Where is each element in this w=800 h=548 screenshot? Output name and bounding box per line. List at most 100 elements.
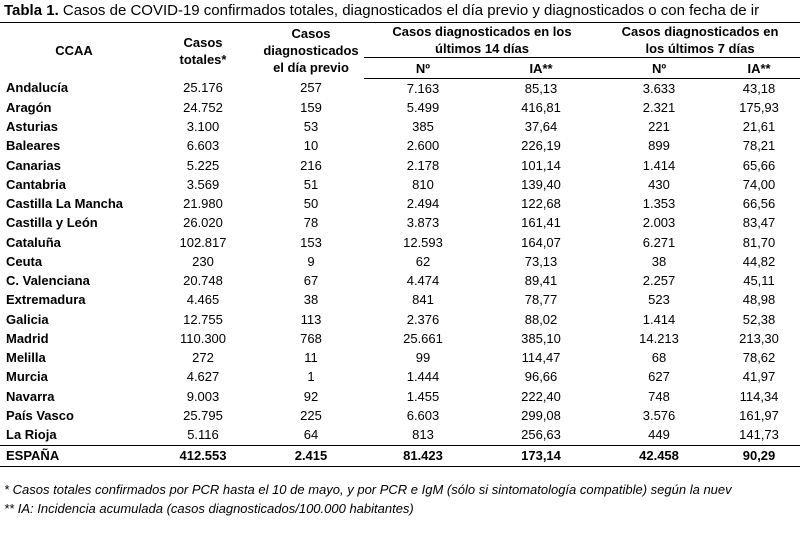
cell-ia14: 222,40 — [521, 388, 561, 404]
cell-n14: 62 — [415, 253, 431, 269]
covid-cases-table: CCAA Casos totales* Casos diagnosticados… — [0, 22, 800, 467]
cell-previo: 51 — [303, 176, 319, 192]
total-n7: 42.458 — [600, 444, 719, 467]
cell-ccaa: Asturias — [6, 119, 59, 135]
table-row: C. Valenciana 20.748 67 4.474 89,41 2.257 45,1… — [0, 272, 800, 291]
cell-n7: 14.213 — [639, 330, 679, 346]
header-ccaa: CCAA — [55, 43, 93, 59]
cell-ia14: 122,68 — [521, 196, 561, 212]
cell-ccaa: Castilla La Mancha — [6, 196, 124, 212]
header-row-top: CCAA Casos totales* Casos diagnosticados… — [0, 22, 800, 75]
cell-totales: 12.755 — [183, 311, 223, 327]
cell-n7: 1.353 — [642, 196, 676, 212]
cell-n7: 2.003 — [642, 215, 676, 231]
table-row: Asturias 3.100 53 385 37,64 221 21,61 — [0, 118, 800, 137]
table-row: Ceuta 230 9 62 73,13 38 44,82 — [0, 252, 800, 271]
cell-ia14: 226,19 — [521, 138, 561, 154]
total-ia14: 173,14 — [482, 444, 601, 467]
cell-totales: 3.569 — [186, 176, 220, 192]
cell-ia7: 44,82 — [742, 253, 776, 269]
cell-ia14: 385,10 — [521, 330, 561, 346]
cell-previo: 768 — [300, 330, 322, 346]
total-previo: 2.415 — [258, 444, 364, 467]
cell-ia14: 101,14 — [521, 157, 561, 173]
cell-ccaa: Galicia — [6, 311, 49, 327]
cell-ia14: 161,41 — [521, 215, 561, 231]
cell-ccaa: Aragón — [6, 99, 52, 115]
cell-totales: 4.465 — [186, 292, 220, 308]
cell-previo: 113 — [300, 311, 322, 327]
cell-n7: 748 — [648, 388, 670, 404]
cell-ia14: 89,41 — [524, 273, 558, 289]
table-row: Aragón 24.752 159 5.499 416,81 2.321 175,93 — [0, 98, 800, 117]
cell-n7: 68 — [651, 350, 667, 366]
table-row: La Rioja 5.116 64 813 256,63 449 141,73 — [0, 426, 800, 446]
table-row: Canarias 5.225 216 2.178 101,14 1.414 65,66 — [0, 156, 800, 175]
header-casos-totales: Casos totales* — [179, 34, 227, 67]
cell-previo: 78 — [303, 215, 319, 231]
cell-ia14: 73,13 — [524, 253, 558, 269]
cell-ccaa: Cantabria — [6, 176, 66, 192]
cell-previo: 159 — [300, 99, 322, 115]
cell-ia7: 45,11 — [743, 273, 775, 289]
cell-ia7: 21,61 — [742, 119, 776, 135]
cell-ia14: 78,77 — [524, 292, 558, 308]
table-row: Baleares 6.603 10 2.600 226,19 899 78,21 — [0, 137, 800, 156]
cell-totales: 25.795 — [183, 407, 223, 423]
cell-ccaa: Navarra — [6, 388, 55, 404]
table-row: Extremadura 4.465 38 841 78,77 523 48,98 — [0, 291, 800, 310]
cell-ia7: 43,18 — [742, 80, 776, 96]
header-ia-14: IA** — [482, 57, 601, 79]
cell-ia7: 78,62 — [742, 350, 776, 366]
cell-totales: 102.817 — [179, 234, 227, 250]
cell-n7: 449 — [648, 427, 670, 443]
cell-previo: 38 — [303, 292, 319, 308]
cell-n14: 2.376 — [406, 311, 440, 327]
cell-ccaa: Madrid — [6, 330, 49, 346]
table-row: Castilla La Mancha 21.980 50 2.494 122,68 1.3… — [0, 195, 800, 214]
cell-ia14: 416,81 — [521, 99, 561, 115]
cell-ia14: 256,63 — [521, 427, 561, 443]
cell-ia14: 96,66 — [524, 369, 558, 385]
cell-ia14: 114,47 — [521, 350, 561, 366]
cell-ia14: 139,40 — [521, 176, 561, 192]
cell-n14: 6.603 — [406, 407, 440, 423]
cell-n14: 2.178 — [406, 157, 440, 173]
cell-previo: 10 — [303, 138, 319, 154]
table-row: Castilla y León 26.020 78 3.873 161,41 2.003 8… — [0, 214, 800, 233]
cell-totales: 110.300 — [179, 330, 227, 346]
cell-ia7: 48,98 — [742, 292, 776, 308]
table-row: Cataluña 102.817 153 12.593 164,07 6.271 81,70 — [0, 233, 800, 252]
total-totales: 412.553 — [148, 444, 258, 467]
cell-ccaa: Melilla — [6, 350, 46, 366]
cell-ccaa: Murcia — [6, 369, 48, 385]
total-ia7: 90,29 — [718, 444, 800, 467]
table-row: Melilla 272 11 99 114,47 68 78,62 — [0, 349, 800, 368]
cell-previo: 216 — [300, 157, 322, 173]
cell-ccaa: C. Valenciana — [6, 273, 90, 289]
cell-ia7: 114,34 — [739, 388, 779, 404]
cell-totales: 26.020 — [183, 215, 223, 231]
cell-previo: 50 — [303, 196, 319, 212]
cell-previo: 153 — [300, 234, 322, 250]
cell-n14: 385 — [412, 119, 434, 135]
cell-n14: 2.600 — [406, 138, 440, 154]
cell-previo: 1 — [307, 369, 315, 385]
cell-n7: 899 — [648, 138, 670, 154]
cell-n7: 627 — [648, 369, 670, 385]
table-row: Madrid 110.300 768 25.661 385,10 14.213 213,30 — [0, 329, 800, 348]
footnote-ia: ** IA: Incidencia acumulada (casos diagn… — [4, 501, 414, 516]
cell-n7: 221 — [648, 119, 670, 135]
cell-totales: 21.980 — [183, 196, 223, 212]
cell-ia7: 66,56 — [742, 196, 776, 212]
table-caption: Tabla 1. Casos de COVID-19 confirmados t… — [4, 1, 759, 21]
cell-n7: 1.414 — [642, 157, 676, 173]
cell-totales: 272 — [192, 350, 214, 366]
cell-ia7: 161,97 — [739, 407, 779, 423]
cell-n7: 3.576 — [642, 407, 676, 423]
cell-ccaa: País Vasco — [6, 407, 74, 423]
cell-previo: 11 — [304, 350, 318, 366]
table-row: Murcia 4.627 1 1.444 96,66 627 41,97 — [0, 368, 800, 387]
cell-ccaa: La Rioja — [6, 427, 57, 443]
cell-n7: 430 — [648, 176, 670, 192]
